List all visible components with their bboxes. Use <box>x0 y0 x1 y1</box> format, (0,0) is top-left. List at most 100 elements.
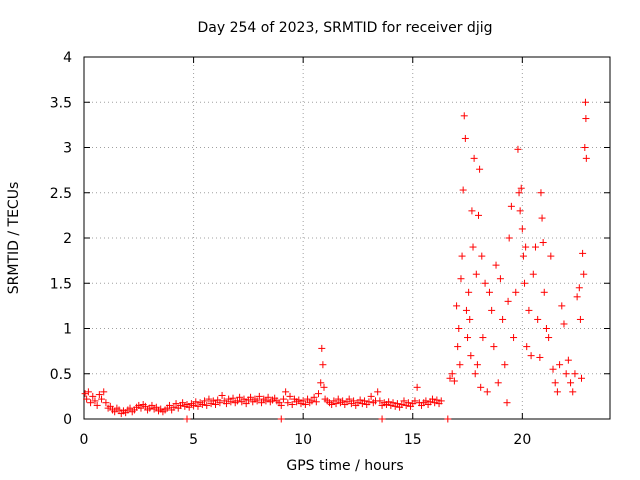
data-point <box>411 397 419 405</box>
data-point <box>539 239 547 247</box>
data-point <box>518 225 526 233</box>
data-point <box>525 306 533 314</box>
data-point <box>317 379 325 387</box>
data-point <box>576 315 584 323</box>
data-point <box>510 334 518 342</box>
data-point <box>581 98 589 106</box>
data-point <box>448 370 456 378</box>
data-point <box>540 288 548 296</box>
data-point <box>521 279 529 287</box>
y-tick-label: 1 <box>63 322 72 338</box>
data-point <box>461 134 469 142</box>
data-point <box>95 391 103 399</box>
data-point <box>389 399 397 407</box>
data-point <box>304 395 312 403</box>
data-point <box>102 399 110 407</box>
data-point <box>345 395 353 403</box>
data-point <box>455 325 463 332</box>
data-point <box>334 395 342 403</box>
data-point <box>547 252 555 260</box>
data-point <box>93 401 101 409</box>
data-point <box>579 249 587 257</box>
data-point <box>507 202 515 210</box>
data-point <box>190 401 198 409</box>
data-point <box>312 398 320 406</box>
x-tick-label: 10 <box>294 432 312 448</box>
data-point <box>148 401 156 409</box>
data-point <box>218 391 226 399</box>
data-point <box>545 334 553 342</box>
data-points <box>81 98 590 423</box>
data-point <box>529 270 537 278</box>
data-point <box>198 401 206 409</box>
data-point <box>522 243 530 251</box>
data-point <box>488 306 496 314</box>
data-point <box>229 394 237 402</box>
data-point <box>569 388 577 396</box>
data-point <box>573 293 581 301</box>
data-point <box>318 344 326 352</box>
data-point <box>236 393 244 401</box>
chart-title: Day 254 of 2023, SRMTID for receiver dji… <box>198 20 493 36</box>
data-point <box>549 365 557 373</box>
data-point <box>467 352 475 360</box>
data-point <box>473 361 481 369</box>
data-point <box>454 343 462 351</box>
y-tick-label: 0 <box>63 412 72 428</box>
data-point <box>301 401 309 409</box>
data-point <box>582 115 590 123</box>
data-point <box>494 379 502 387</box>
x-tick-label: 5 <box>189 432 198 448</box>
data-point <box>310 393 318 401</box>
data-point <box>339 397 347 405</box>
x-tick-label: 0 <box>80 432 89 448</box>
data-point <box>315 390 323 398</box>
data-point <box>534 315 542 323</box>
data-point <box>413 383 421 391</box>
data-point <box>477 383 485 391</box>
data-point <box>459 186 467 194</box>
x-tick-label: 15 <box>404 432 422 448</box>
data-point <box>575 284 583 292</box>
data-point <box>469 243 477 251</box>
data-point <box>450 377 458 385</box>
grid <box>84 57 610 419</box>
data-point <box>279 395 287 403</box>
data-point <box>233 397 241 405</box>
data-point <box>286 392 294 400</box>
data-point <box>404 399 412 407</box>
data-point <box>319 361 327 369</box>
ticks: 0 0.5 1 1.5 2 2.5 3 3.5 4 0 5 10 15 20 <box>50 50 610 448</box>
data-point <box>172 400 180 408</box>
data-point <box>253 397 261 405</box>
data-point <box>209 397 217 405</box>
data-point <box>490 343 498 351</box>
data-point <box>578 374 586 382</box>
data-point <box>527 352 535 360</box>
data-point <box>558 302 566 310</box>
data-point <box>299 397 307 405</box>
data-point <box>492 261 500 269</box>
data-point <box>367 392 375 400</box>
data-point <box>350 397 358 405</box>
data-point <box>295 396 303 404</box>
data-point <box>457 275 465 283</box>
data-point <box>475 211 482 219</box>
data-point <box>91 397 99 405</box>
data-point <box>376 397 384 405</box>
data-point <box>374 388 382 396</box>
y-tick-label: 1.5 <box>50 276 72 292</box>
data-point <box>564 356 572 364</box>
data-point <box>328 401 336 409</box>
x-tick-label: 20 <box>513 432 531 448</box>
data-point <box>464 334 472 342</box>
data-point <box>471 370 479 378</box>
data-point <box>514 145 522 153</box>
data-point <box>428 395 436 403</box>
data-point <box>185 403 193 411</box>
data-point <box>551 379 559 387</box>
y-tick-label: 0.5 <box>50 367 72 383</box>
data-point <box>562 370 570 378</box>
data-point <box>320 383 328 391</box>
